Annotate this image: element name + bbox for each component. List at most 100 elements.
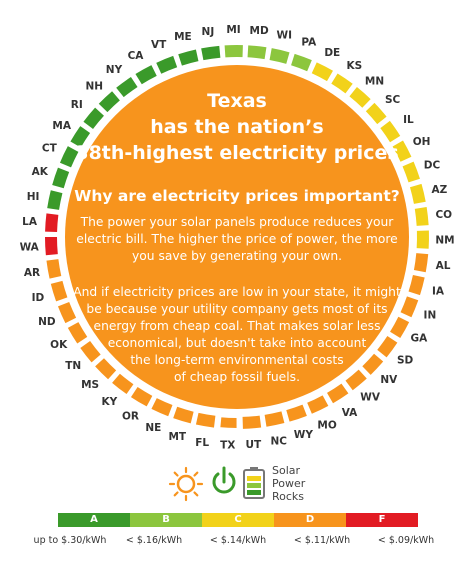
battery-icon (243, 467, 265, 499)
segment-il (380, 120, 401, 143)
legend-grade-b: B (130, 513, 202, 527)
state-label-ut: UT (245, 439, 262, 451)
state-label-ks: KS (346, 60, 362, 72)
state-label-mn: MN (365, 76, 384, 88)
state-label-ca: CA (128, 50, 145, 62)
headline-line-2: has the nation’s (150, 116, 323, 138)
segment-va (327, 383, 349, 404)
logo-icons (168, 466, 265, 502)
segment-vt (156, 55, 178, 74)
state-label-pa: PA (301, 37, 317, 49)
logo-text-power: Power (272, 477, 306, 490)
state-label-hi: HI (27, 191, 40, 203)
segment-nv (362, 353, 384, 375)
state-label-ma: MA (52, 120, 71, 132)
headline-line-1: Texas (207, 90, 267, 112)
segment-mi (224, 45, 243, 58)
state-label-nc: NC (270, 436, 287, 448)
segment-ma (70, 126, 91, 148)
segment-ut (242, 415, 262, 429)
state-label-vt: VT (151, 39, 167, 51)
state-label-me: ME (174, 31, 192, 43)
segment-ok (67, 322, 88, 344)
legend-ranges: up to $.30/kWh < $.16/kWh < $.14/kWh < $… (28, 535, 448, 546)
state-label-tx: TX (220, 440, 235, 452)
segment-nm (416, 230, 429, 249)
segment-az (409, 183, 426, 204)
logo-text: Solar Power Rocks (272, 464, 305, 503)
state-label-tn: TN (65, 360, 81, 372)
state-label-oh: OH (413, 136, 431, 148)
paragraph-2-line-4: economical, but doesn't take into accoun… (108, 336, 367, 350)
state-label-id: ID (32, 292, 45, 304)
power-button-icon (212, 466, 236, 494)
segment-ms (95, 358, 117, 380)
legend-grade-f: F (346, 513, 418, 527)
state-label-ct: CT (42, 142, 58, 154)
state-label-wi: WI (277, 29, 293, 41)
segment-al (413, 253, 429, 273)
state-label-ar: AR (24, 267, 40, 279)
state-label-ky: KY (102, 396, 118, 408)
paragraph-1-line-2: electric bill. The higher the price of p… (76, 232, 397, 246)
segment-ak (52, 167, 70, 189)
segment-sc (365, 102, 387, 125)
state-label-sc: SC (385, 94, 401, 106)
state-label-ak: AK (32, 166, 49, 178)
state-label-mo: MO (317, 419, 336, 431)
state-label-ms: MS (81, 379, 99, 391)
segment-hi (47, 190, 63, 210)
segment-mo (307, 395, 329, 414)
segment-nh (98, 91, 120, 113)
state-label-co: CO (435, 209, 452, 221)
center-circle (65, 65, 409, 409)
state-label-va: VA (342, 407, 358, 419)
segment-dc (402, 161, 420, 183)
legend-grade-d: D (274, 513, 346, 527)
sun-icon (168, 466, 204, 502)
segment-wa (45, 237, 58, 256)
state-label-in: IN (424, 310, 437, 322)
state-label-wv: WV (360, 392, 381, 404)
segment-ny (116, 76, 138, 98)
segment-in (400, 296, 419, 318)
segment-la (45, 213, 59, 232)
segment-sd (377, 335, 398, 358)
paragraph-2-line-1: And if electricity prices are low in you… (73, 285, 401, 299)
state-label-md: MD (250, 25, 269, 37)
paragraph-2-line-3: energy from cheap coal. That makes solar… (94, 319, 381, 333)
legend-range-f: < $.09/kWh (377, 535, 435, 546)
segment-ct (59, 146, 79, 168)
paragraph-2-line-5: the long-term environmental costs (130, 353, 343, 367)
state-label-nj: NJ (202, 26, 215, 38)
state-label-de: DE (324, 47, 340, 59)
state-label-nv: NV (380, 374, 398, 386)
logo-text-solar: Solar (272, 464, 301, 477)
segment-nd (57, 302, 77, 324)
state-label-ne: NE (145, 422, 161, 434)
grade-legend: A B C D F (58, 513, 418, 527)
solar-power-rocks-logo: Solar Power Rocks (168, 462, 338, 506)
state-label-ok: OK (50, 339, 68, 351)
paragraph-1-line-1: The power your solar panels produce redu… (80, 215, 395, 229)
segment-me (178, 49, 199, 66)
segment-nc (264, 411, 285, 427)
legend-range-b: < $.16/kWh (125, 535, 183, 546)
segment-fl (195, 412, 216, 428)
state-label-nd: ND (38, 316, 56, 328)
state-label-ny: NY (106, 64, 123, 76)
segment-ri (83, 107, 104, 129)
segment-co (414, 206, 429, 226)
state-label-il: IL (403, 114, 414, 126)
logo-text-rocks: Rocks (272, 490, 305, 503)
state-label-ia: IA (432, 285, 445, 297)
segment-mt (173, 406, 194, 424)
paragraph-2-line-6: of cheap fossil fuels. (174, 370, 300, 384)
state-label-nm: NM (435, 235, 454, 247)
paragraph-1-line-3: you save by generating your own. (132, 249, 342, 263)
segment-nj (201, 45, 221, 61)
legend-range-d: < $.11/kWh (293, 535, 351, 546)
state-label-ga: GA (411, 333, 429, 345)
